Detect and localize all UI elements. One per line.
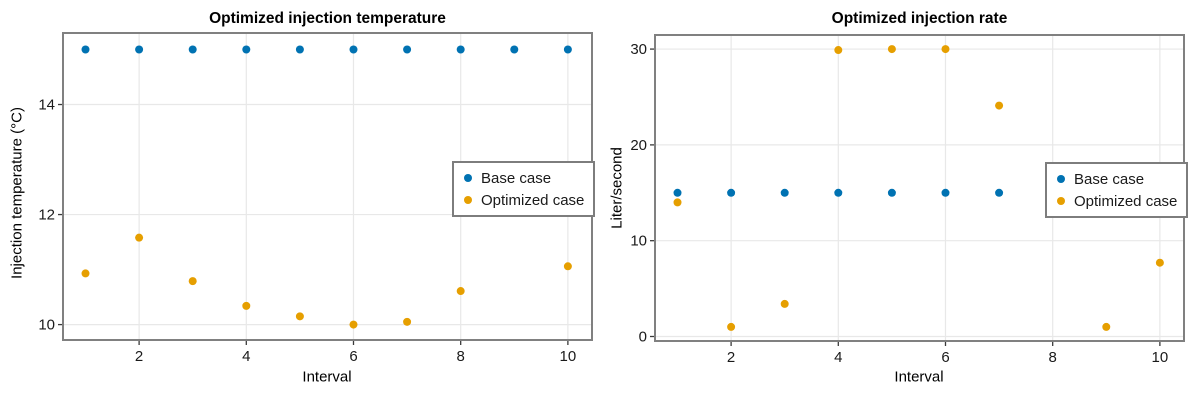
data-point xyxy=(403,317,412,326)
y-tick-label: 10 xyxy=(630,233,647,250)
data-point xyxy=(295,45,304,54)
data-point xyxy=(780,188,789,197)
data-point xyxy=(887,45,896,54)
x-tick-label: 4 xyxy=(242,348,250,365)
data-point xyxy=(727,188,736,197)
y-tick-label: 20 xyxy=(630,137,647,154)
x-tick-label: 6 xyxy=(941,349,949,366)
legend-item-base-case: Base case xyxy=(1057,168,1177,190)
rate-plot-area: 2 4 6 8 10 0 10 20 30 xyxy=(630,34,1185,366)
legend-item-optimized-case: Optimized case xyxy=(464,189,584,211)
legend-label-optimized-case: Optimized case xyxy=(1074,192,1178,210)
rate-chart-title: Optimized injection rate xyxy=(831,10,1008,27)
data-point xyxy=(188,45,197,54)
data-point xyxy=(242,301,251,310)
x-tick-label: 10 xyxy=(560,348,577,365)
legend-label-base-case: Base case xyxy=(481,169,552,187)
base-case-marker-icon xyxy=(464,174,472,182)
legend-label-optimized-case: Optimized case xyxy=(481,191,585,209)
temperature-x-axis-label: Interval xyxy=(302,368,352,386)
data-point xyxy=(349,320,358,329)
data-point xyxy=(1155,258,1164,267)
data-point xyxy=(995,188,1004,197)
data-point xyxy=(673,198,682,207)
data-point xyxy=(887,188,896,197)
x-tick-label: 4 xyxy=(834,349,842,366)
x-tick-label: 10 xyxy=(1152,349,1169,366)
temperature-y-axis-label: Injection temperature (°C) xyxy=(8,107,26,279)
data-point xyxy=(242,45,251,54)
data-point xyxy=(188,277,197,286)
data-point xyxy=(673,188,682,197)
legend-item-optimized-case: Optimized case xyxy=(1057,190,1177,212)
temperature-chart-panel: 2 4 6 8 10 10 12 14 Optimized injection tempera… xyxy=(8,10,596,386)
data-point xyxy=(81,269,90,278)
legend-item-base-case: Base case xyxy=(464,167,584,189)
y-tick-label: 14 xyxy=(38,97,55,114)
optimized-case-marker-icon xyxy=(464,196,472,204)
data-point xyxy=(135,45,144,54)
data-point xyxy=(563,262,572,271)
data-point xyxy=(510,45,519,54)
data-point xyxy=(727,322,736,331)
data-point xyxy=(941,45,950,54)
data-point xyxy=(941,188,950,197)
rate-x-axis-label: Interval xyxy=(894,368,944,386)
optimized-case-marker-icon xyxy=(1057,197,1065,205)
data-point xyxy=(81,45,90,54)
temperature-legend: Base case Optimized case xyxy=(452,161,596,217)
data-point xyxy=(456,287,465,296)
data-point xyxy=(456,45,465,54)
x-tick-label: 2 xyxy=(727,349,735,366)
legend-label-base-case: Base case xyxy=(1074,170,1145,188)
data-point xyxy=(295,312,304,321)
data-point xyxy=(1102,322,1111,331)
rate-y-axis-label: Liter/second xyxy=(608,147,626,229)
temperature-chart-title: Optimized injection temperature xyxy=(209,10,446,27)
base-case-marker-icon xyxy=(1057,175,1065,183)
data-point xyxy=(780,299,789,308)
x-tick-label: 6 xyxy=(349,348,357,365)
y-tick-label: 30 xyxy=(630,41,647,58)
data-point xyxy=(834,188,843,197)
data-point xyxy=(135,233,144,242)
x-tick-label: 2 xyxy=(135,348,143,365)
data-point xyxy=(563,45,572,54)
y-tick-label: 0 xyxy=(639,328,647,345)
y-tick-label: 10 xyxy=(38,317,55,334)
rate-legend: Base case Optimized case xyxy=(1045,162,1189,218)
rate-chart-panel: 2 4 6 8 10 0 10 20 30 Optimized injection rate L… xyxy=(600,0,1200,400)
data-point xyxy=(349,45,358,54)
data-point xyxy=(834,46,843,55)
y-tick-label: 12 xyxy=(38,207,55,224)
x-tick-label: 8 xyxy=(1049,349,1057,366)
data-point xyxy=(403,45,412,54)
data-point xyxy=(995,101,1004,110)
x-tick-label: 8 xyxy=(457,348,465,365)
